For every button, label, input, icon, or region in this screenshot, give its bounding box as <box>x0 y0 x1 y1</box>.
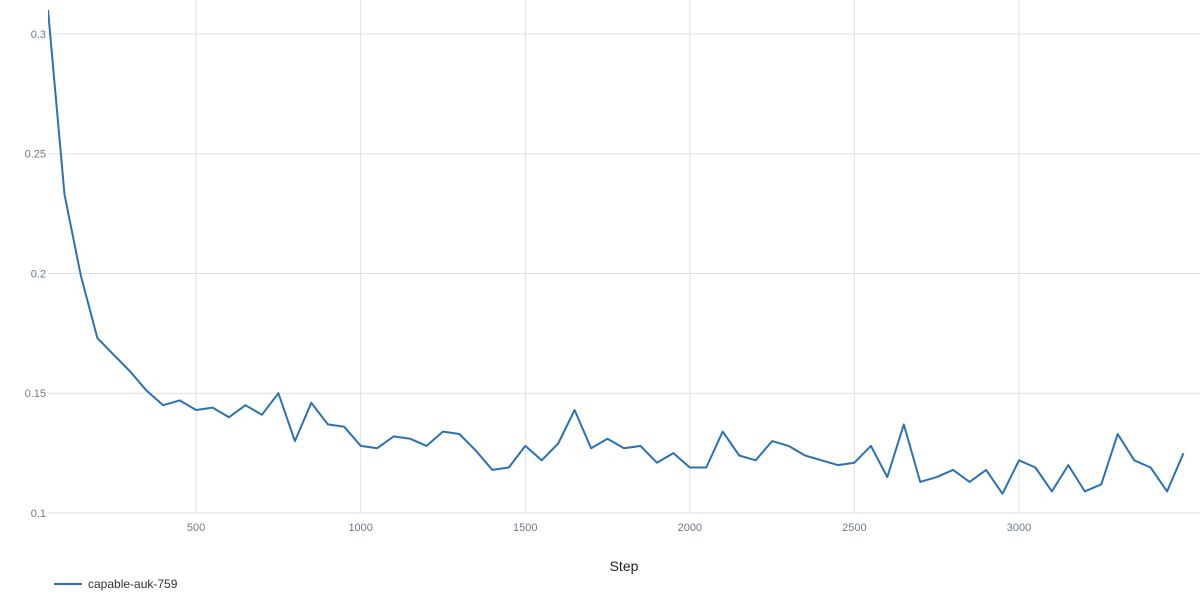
legend[interactable]: capable-auk-759 <box>54 577 177 591</box>
x-tick-label: 500 <box>187 522 205 534</box>
grid-lines <box>48 0 1200 514</box>
x-tick-label: 3000 <box>1007 522 1031 534</box>
x-tick-label: 1500 <box>513 522 537 534</box>
x-tick-label: 2000 <box>678 522 702 534</box>
x-tick-label: 1000 <box>348 522 372 534</box>
x-axis-title: Step <box>610 558 639 574</box>
tick-labels: 0.1 0.15 0.2 0.25 0.3 500 1000 1500 2000 2500 3000 <box>25 29 1032 534</box>
series-line <box>48 9 1185 495</box>
y-tick-label: 0.15 <box>25 388 46 400</box>
y-tick-label: 0.2 <box>31 268 46 280</box>
y-tick-label: 0.25 <box>25 149 46 161</box>
y-tick-label: 0.3 <box>31 29 46 41</box>
series-lines <box>48 9 1185 495</box>
y-tick-label: 0.1 <box>31 508 46 520</box>
legend-label: capable-auk-759 <box>88 577 178 591</box>
legend-swatch <box>54 583 82 585</box>
x-tick-label: 2500 <box>842 522 866 534</box>
